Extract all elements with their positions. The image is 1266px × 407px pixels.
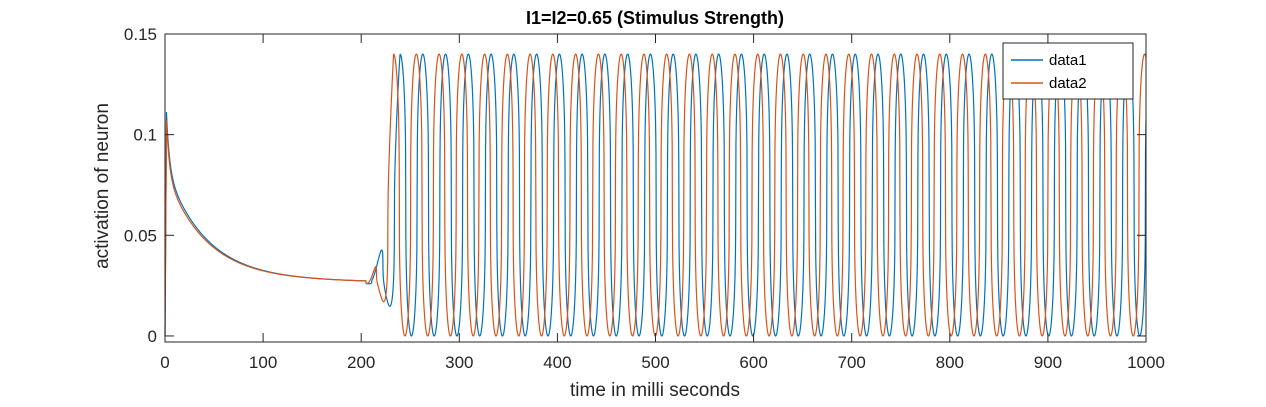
chart-title: I1=I2=0.65 (Stimulus Strength) — [526, 8, 784, 28]
y-axis-label: activation of neuron — [92, 103, 113, 269]
legend[interactable]: data1 data2 — [1002, 42, 1134, 100]
x-tick-label: 1000 — [1127, 353, 1165, 372]
x-tick-label: 200 — [347, 353, 375, 372]
x-tick-label: 700 — [838, 353, 866, 372]
x-tick-label: 900 — [1034, 353, 1062, 372]
x-tick-label: 600 — [739, 353, 767, 372]
legend-label-data2: data2 — [1049, 75, 1087, 92]
legend-box — [1002, 42, 1134, 100]
y-tick-label: 0 — [148, 327, 157, 346]
x-tick-label: 500 — [641, 353, 669, 372]
x-tick-label: 400 — [543, 353, 571, 372]
axes: 0 100 200 300 400 500 600 700 800 900 1000 0 0.05 0.1… — [124, 25, 1165, 372]
x-tick-label: 0 — [160, 353, 169, 372]
x-tick-label: 300 — [445, 353, 473, 372]
y-tick-label: 0.1 — [133, 126, 157, 145]
x-tick-label: 800 — [936, 353, 964, 372]
x-axis-label: time in milli seconds — [570, 380, 740, 401]
y-tick-label: 0.15 — [124, 25, 157, 44]
legend-label-data1: data1 — [1049, 52, 1087, 69]
y-tick-label: 0.05 — [124, 226, 157, 245]
x-tick-label: 100 — [249, 353, 277, 372]
